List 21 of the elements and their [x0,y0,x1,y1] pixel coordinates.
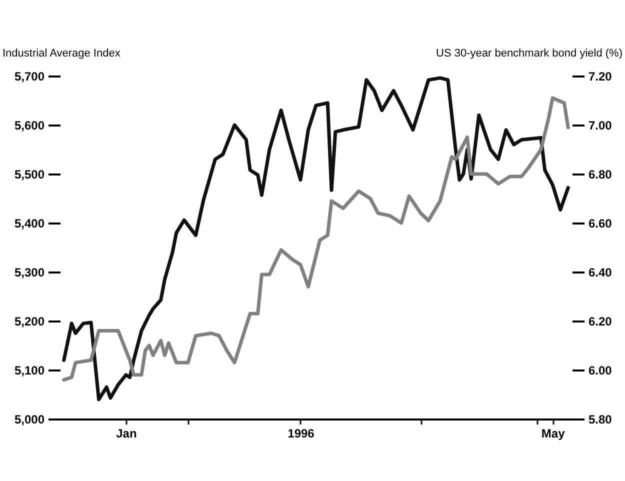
y2-tick-label: 6.20 [588,314,612,328]
y-tick-label: 5,100 [14,364,45,378]
y2-axis-title: US 30-year benchmark bond yield (%) [436,48,622,60]
y-tick-label: 5,500 [14,168,45,182]
y-tick-label: 5,700 [14,70,45,84]
y-tick-label: 5,200 [14,314,45,328]
y-tick-label: 5,400 [14,216,45,230]
x-tick-label: May [541,426,566,440]
y2-tick-label: 6.60 [588,216,612,230]
y2-tick-label: 7.20 [588,70,612,84]
y-tick-label: 5,000 [14,412,45,426]
x-tick-label: Jan [116,426,137,440]
y2-tick-label: 6.00 [588,364,612,378]
y2-tick-label: 7.00 [588,118,612,132]
y-tick-label: 5,300 [14,266,45,280]
y-tick-label: 5,600 [14,118,45,132]
y2-tick-label: 6.80 [588,168,612,182]
y-axis-title: Industrial Average Index [2,48,121,60]
y2-tick-label: 6.40 [588,266,612,280]
y2-tick-label: 5.80 [588,412,612,426]
x-tick-label: 1996 [288,426,315,440]
